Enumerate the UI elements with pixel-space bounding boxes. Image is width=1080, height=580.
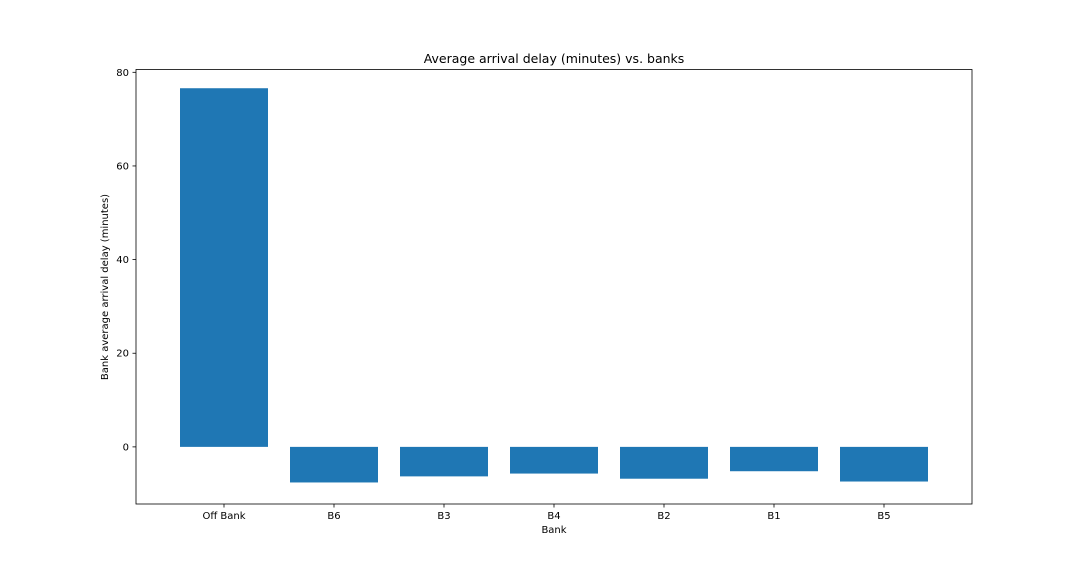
x-tick-label: B4: [547, 511, 560, 522]
y-tick-label: 80: [116, 68, 129, 79]
y-tick-label: 60: [116, 161, 129, 172]
bar-b1: [730, 446, 818, 472]
bars-layer: [180, 88, 928, 483]
x-tick-label: Off Bank: [202, 511, 245, 522]
bar-b3: [400, 446, 488, 477]
y-tick-label: 0: [123, 442, 129, 453]
x-tick-label: B6: [327, 511, 340, 522]
chart-title: Average arrival delay (minutes) vs. bank…: [424, 51, 685, 66]
y-tick-label: 40: [116, 255, 129, 266]
x-axis-label: Bank: [541, 525, 566, 536]
bar-b6: [290, 446, 378, 483]
y-axis-ticks: 0 20 40 60 80: [116, 68, 136, 453]
bar-b5: [840, 446, 928, 482]
x-tick-label: B2: [657, 511, 670, 522]
y-axis-label: Bank average arrival delay (minutes): [100, 194, 111, 380]
y-tick-label: 20: [116, 349, 129, 360]
bar-off-bank: [180, 88, 268, 447]
x-tick-label: B1: [767, 511, 780, 522]
x-axis-ticks: Off Bank B6 B3 B4 B2 B1 B5: [202, 504, 891, 522]
x-tick-label: B3: [437, 511, 450, 522]
x-tick-label: B5: [877, 511, 890, 522]
bar-b4: [510, 446, 598, 474]
bar-b2: [620, 446, 708, 479]
